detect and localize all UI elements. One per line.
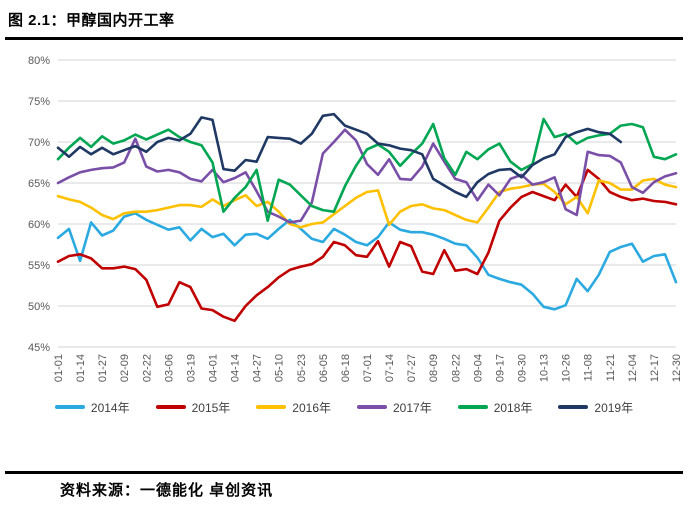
gridlines <box>58 59 676 348</box>
legend-item-2017: 2017年 <box>357 399 432 416</box>
legend-item-2018: 2018年 <box>457 399 533 416</box>
x-tick-label: 01-14 <box>75 354 87 382</box>
chart-legend: 2014年 2015年 2016年 2017年 2018年 2019年 <box>0 395 688 419</box>
legend-swatch-2018 <box>457 405 488 409</box>
x-tick-label: 02-09 <box>119 354 131 382</box>
legend-label-2015: 2015年 <box>191 400 231 415</box>
legend-label-2016: 2016年 <box>292 400 331 415</box>
series-line-2019 <box>56 112 623 199</box>
x-tick-label: 08-22 <box>450 354 462 382</box>
x-tick-label: 04-01 <box>208 354 220 382</box>
legend-label-2014: 2014年 <box>90 400 130 415</box>
source-note: 资料来源：一德能化 卓创资讯 <box>60 482 274 499</box>
legend-swatch-2016 <box>256 405 287 409</box>
operating-rate-line-chart: 45%50%55%60%65%70%75%80%01-01 01-14 01-27 0… <box>28 55 683 382</box>
legend-swatch-2014 <box>54 405 85 409</box>
series-line-2015 <box>56 168 678 323</box>
legend-item-2015: 2015年 <box>155 399 231 416</box>
series-line-2017 <box>56 128 678 224</box>
x-tick-label: 11-08 <box>583 354 595 381</box>
legend-item-2014: 2014年 <box>54 399 130 416</box>
x-tick-label: 02-22 <box>141 354 153 382</box>
x-tick-label: 09-17 <box>494 354 506 382</box>
chart-area: 45% 50% 55% 60% 65% 70% 75% 80% 01-01 01-14 01-27 0… <box>0 40 688 397</box>
x-tick-label: 04-27 <box>252 354 264 382</box>
x-tick-label: 09-04 <box>472 354 484 382</box>
x-tick-label: 11-21 <box>605 354 617 381</box>
x-tick-label: 07-01 <box>362 354 374 382</box>
series-line-2016 <box>56 177 678 229</box>
x-tick-label: 05-10 <box>274 354 286 382</box>
legend-swatch-2019 <box>558 405 589 409</box>
y-tick-label: 55% <box>28 260 50 272</box>
x-tick-label: 03-19 <box>185 354 197 382</box>
x-tick-label: 01-27 <box>97 354 109 382</box>
y-tick-label: 70% <box>28 137 50 149</box>
y-tick-label: 60% <box>28 219 50 231</box>
legend-item-2019: 2019年 <box>558 399 633 416</box>
y-tick-label: 80% <box>28 55 50 67</box>
legend-label-2017: 2017年 <box>393 400 432 415</box>
x-tick-label: 07-14 <box>384 354 396 382</box>
footer-divider <box>5 471 683 474</box>
x-tick-label: 12-04 <box>627 354 639 382</box>
legend-swatch-2015 <box>155 405 186 409</box>
x-tick-label: 06-18 <box>340 354 352 382</box>
x-tick-label: 10-26 <box>561 354 573 382</box>
y-tick-label: 45% <box>28 342 50 354</box>
legend-label-2018: 2018年 <box>493 400 533 415</box>
x-tick-label: 10-13 <box>539 354 551 382</box>
y-axis-labels: 45% 50% 55% 60% 65% 70% 75% 80% <box>28 55 50 354</box>
x-tick-label: 01-01 <box>53 354 65 382</box>
x-tick-label: 05-23 <box>296 354 308 382</box>
x-tick-label: 08-09 <box>428 354 440 382</box>
chart-title: 图 2.1：甲醇国内开工率 <box>8 12 175 29</box>
y-tick-label: 50% <box>28 301 50 313</box>
series-line-2014 <box>56 212 678 311</box>
x-tick-label: 03-06 <box>163 354 175 382</box>
legend-item-2016: 2016年 <box>256 399 331 416</box>
title-divider <box>5 37 683 40</box>
series-line-2018 <box>56 117 678 222</box>
x-tick-label: 07-27 <box>406 354 418 382</box>
x-axis-labels: 01-01 01-14 01-27 02-09 02-22 03-06 03-19 04-01… <box>53 354 683 382</box>
x-tick-label: 06-05 <box>318 354 330 382</box>
x-tick-label: 12-17 <box>649 354 661 382</box>
y-tick-label: 65% <box>28 178 50 190</box>
legend-label-2019: 2019年 <box>594 400 634 415</box>
x-tick-label: 04-14 <box>230 354 242 382</box>
y-tick-label: 75% <box>28 96 50 108</box>
x-tick-label: 12-30 <box>671 354 683 382</box>
legend-swatch-2017 <box>357 405 387 409</box>
x-tick-label: 09-30 <box>517 354 529 382</box>
